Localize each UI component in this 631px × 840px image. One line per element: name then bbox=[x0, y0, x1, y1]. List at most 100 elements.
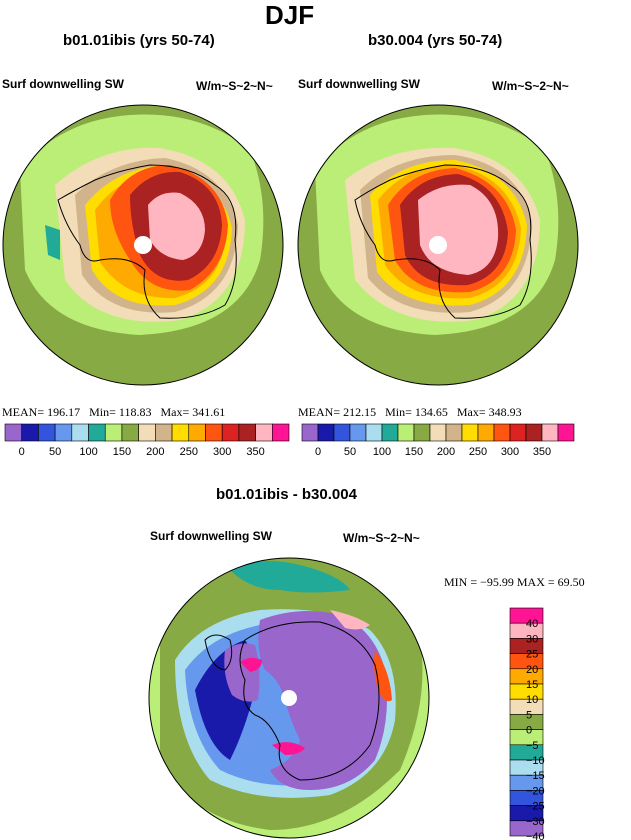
diff-peak-pos40-a bbox=[240, 657, 262, 672]
left-colorbar-swatch bbox=[54, 423, 73, 442]
diff-polar-map bbox=[149, 558, 429, 838]
right-colorbar-swatch bbox=[525, 423, 543, 442]
right-colorbar-swatch bbox=[301, 423, 319, 442]
left-colorbar-swatch bbox=[221, 423, 240, 442]
right-antarctica-outline bbox=[354, 164, 532, 319]
right-colorbar-tick-label: 300 bbox=[501, 446, 519, 458]
diff-colorbar-tick-label: −30 bbox=[526, 816, 545, 828]
right-pole-hole bbox=[429, 236, 447, 254]
diff-colorbar: 40 30 25 20 15 10 5 0 −5 −10 −15 −20 −25 −30 −40 bbox=[509, 607, 545, 840]
diff-title: b01.01ibis - b30.004 bbox=[216, 486, 357, 503]
left-colorbar-swatch bbox=[271, 423, 290, 442]
right-colorbar-swatch bbox=[381, 423, 399, 442]
diff-colorbar-tick-label: 20 bbox=[526, 664, 538, 676]
left-variable-label: Surf downwelling SW bbox=[2, 77, 124, 91]
right-colorbar-tick-label: 350 bbox=[533, 446, 551, 458]
diff-colorbar-tick-label: −25 bbox=[526, 801, 545, 813]
diff-pole-hole bbox=[281, 690, 297, 706]
right-map-border bbox=[297, 104, 579, 386]
right-colorbar-swatch bbox=[445, 423, 463, 442]
left-colorbar: 0 50 100 150 200 250 300 350 bbox=[4, 423, 290, 458]
left-pole-hole bbox=[134, 236, 152, 254]
left-stats: MEAN= 196.17 Min= 118.83 Max= 341.61 bbox=[2, 405, 226, 419]
diff-colorbar-tick-label: 40 bbox=[526, 618, 538, 630]
left-colorbar-tick-label: 150 bbox=[113, 446, 131, 458]
left-colorbar-tick-label: 200 bbox=[146, 446, 164, 458]
diff-peak-pos30 bbox=[330, 610, 370, 630]
right-colorbar-swatch bbox=[429, 423, 447, 442]
left-panel-title: b01.01ibis (yrs 50-74) bbox=[63, 32, 215, 49]
right-colorbar-tick-label: 100 bbox=[373, 446, 391, 458]
left-colorbar-swatch bbox=[205, 423, 223, 442]
left-colorbar-swatch bbox=[155, 423, 173, 442]
left-colorbar-swatch bbox=[138, 423, 156, 442]
diff-colorbar-tick-label: 0 bbox=[526, 725, 532, 737]
diff-band-neg15-top bbox=[230, 561, 350, 593]
left-colorbar-swatch bbox=[71, 423, 89, 442]
diff-band-neg50-east bbox=[258, 611, 388, 790]
left-colorbar-swatch bbox=[171, 423, 190, 442]
right-colorbar-swatch bbox=[461, 423, 479, 442]
diff-colorbar-tick-label: 30 bbox=[526, 633, 538, 645]
left-colorbar-swatch bbox=[104, 423, 123, 442]
left-cyan-patch bbox=[45, 225, 60, 260]
left-colorbar-tick-label: 100 bbox=[79, 446, 97, 458]
right-colorbar-swatch bbox=[541, 423, 559, 442]
diff-colorbar-tick-label: −20 bbox=[526, 785, 545, 797]
right-colorbar-swatch bbox=[317, 423, 335, 442]
right-colorbar-swatch bbox=[477, 423, 495, 442]
left-colorbar-tick-label: 300 bbox=[213, 446, 231, 458]
left-antarctica-outline bbox=[57, 164, 237, 319]
diff-stats: MIN = −95.99 MAX = 69.50 bbox=[444, 575, 585, 589]
left-colorbar-tick-label: 50 bbox=[49, 446, 61, 458]
diff-colorbar-tick-label: −10 bbox=[526, 755, 545, 767]
right-colorbar-swatch bbox=[365, 423, 383, 442]
right-colorbar-swatch bbox=[413, 423, 431, 442]
diff-peninsula-outline bbox=[204, 634, 233, 671]
right-colorbar-swatch bbox=[509, 423, 527, 442]
left-colorbar-swatch bbox=[88, 423, 106, 442]
diff-colorbar-tick-label: 15 bbox=[526, 679, 538, 691]
left-colorbar-tick-label: 250 bbox=[180, 446, 198, 458]
right-colorbar-tick-label: 150 bbox=[405, 446, 423, 458]
right-units-label: W/m~S~2~N~ bbox=[492, 79, 569, 93]
diff-units-label: W/m~S~2~N~ bbox=[343, 531, 420, 545]
right-colorbar-swatch bbox=[557, 423, 575, 442]
right-colorbar-swatch bbox=[333, 423, 351, 442]
right-colorbar-tick-label: 0 bbox=[315, 446, 321, 458]
left-colorbar-tick-label: 350 bbox=[246, 446, 264, 458]
left-colorbar-swatch bbox=[238, 423, 256, 442]
left-colorbar-swatch bbox=[21, 423, 39, 442]
right-colorbar-tick-label: 200 bbox=[437, 446, 455, 458]
right-panel-title: b30.004 (yrs 50-74) bbox=[368, 32, 503, 49]
left-colorbar-swatch bbox=[4, 423, 23, 442]
diff-variable-label: Surf downwelling SW bbox=[150, 529, 272, 543]
right-colorbar-swatch bbox=[349, 423, 367, 442]
left-band-340 bbox=[148, 192, 205, 260]
right-stats: MEAN= 212.15 Min= 134.65 Max= 348.93 bbox=[298, 405, 522, 419]
right-variable-label: Surf downwelling SW bbox=[298, 77, 420, 91]
left-colorbar-swatch bbox=[38, 423, 56, 442]
diff-antarctica-outline bbox=[239, 621, 380, 781]
main-title: DJF bbox=[265, 0, 315, 30]
right-colorbar-swatch bbox=[493, 423, 511, 442]
left-colorbar-swatch bbox=[255, 423, 273, 442]
right-colorbar-swatch bbox=[397, 423, 415, 442]
diff-colorbar-tick-label: 5 bbox=[526, 709, 532, 721]
left-polar-map bbox=[3, 105, 283, 385]
diff-colorbar-tick-label: 25 bbox=[526, 649, 538, 661]
right-colorbar-tick-label: 250 bbox=[469, 446, 487, 458]
right-polar-map bbox=[298, 105, 578, 385]
diff-colorbar-tick-label: −5 bbox=[526, 740, 539, 752]
diff-map-border bbox=[148, 557, 430, 839]
right-colorbar: 0 50 100 150 200 250 300 350 bbox=[301, 423, 575, 458]
right-colorbar-tick-label: 50 bbox=[344, 446, 356, 458]
left-colorbar-tick-label: 0 bbox=[19, 446, 25, 458]
left-units-label: W/m~S~2~N~ bbox=[196, 79, 273, 93]
left-colorbar-swatch bbox=[188, 423, 206, 442]
diff-colorbar-tick-label: −40 bbox=[526, 831, 545, 840]
diff-colorbar-tick-label: 10 bbox=[526, 694, 538, 706]
diff-colorbar-tick-label: −15 bbox=[526, 770, 545, 782]
left-map-border bbox=[2, 104, 284, 386]
